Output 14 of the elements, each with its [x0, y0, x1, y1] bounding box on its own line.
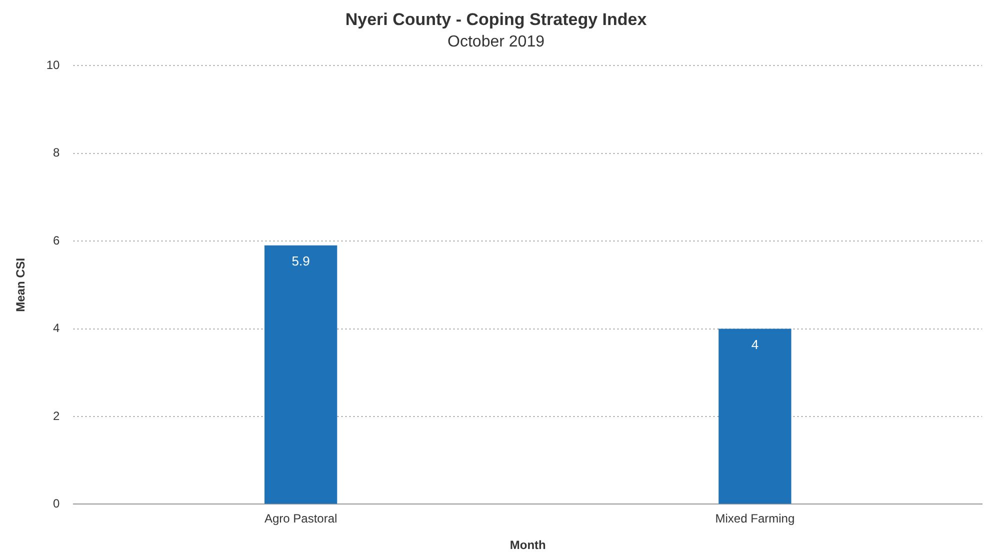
data-label: 4 [751, 336, 759, 352]
y-tick-label: 10 [46, 58, 60, 72]
chart-title: Nyeri County - Coping Strategy Index [345, 10, 648, 29]
y-tick-label: 4 [53, 321, 60, 336]
x-tick-label: Mixed Farming [715, 512, 795, 526]
x-axis-title: Month [510, 538, 546, 552]
y-tick-label: 2 [53, 408, 60, 423]
y-tick-label: 0 [53, 496, 60, 511]
y-tick-label: 6 [53, 233, 60, 248]
y-axis-title: Mean CSI [14, 258, 28, 312]
data-label: 5.9 [292, 254, 310, 269]
y-tick-label: 8 [53, 146, 60, 160]
x-tick-label: Agro Pastoral [264, 512, 338, 526]
chart-subtitle: October 2019 [448, 33, 545, 50]
